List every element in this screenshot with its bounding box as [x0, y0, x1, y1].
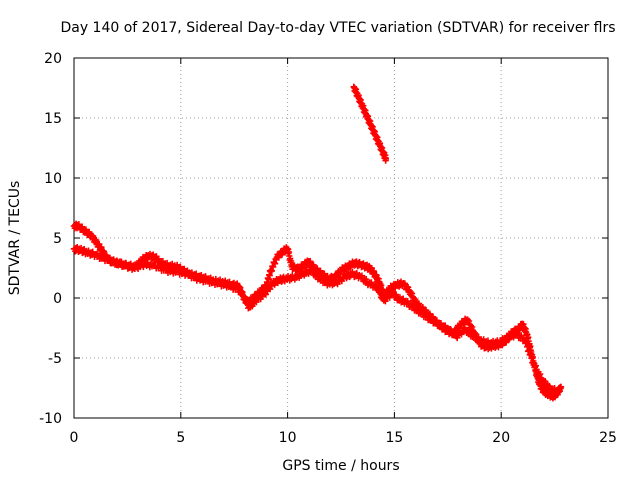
data-point-interp	[554, 389, 562, 396]
data-point-interp	[526, 351, 534, 358]
data-point-interp	[262, 291, 270, 298]
series-lower-band	[70, 244, 563, 397]
data-point-interp	[266, 285, 274, 293]
data-point-interp	[525, 347, 533, 354]
x-tick-label: 10	[279, 430, 297, 446]
data-point-interp	[527, 350, 534, 357]
data-point-interp	[536, 370, 544, 378]
data-point-interp	[522, 340, 529, 347]
data-point-interp	[243, 297, 250, 304]
data-point-interp	[239, 288, 246, 296]
chart-title: Day 140 of 2017, Sidereal Day-to-day VTE…	[60, 20, 615, 36]
x-tick-label: 25	[599, 430, 617, 446]
y-tick-label: -10	[39, 411, 62, 427]
x-axis-label: GPS time / hours	[282, 458, 399, 474]
x-tick-label: 0	[70, 430, 79, 446]
axis-ticks: 0 5 10 15 20 25 -10 -5 0 5 10 15 20	[39, 51, 617, 446]
y-axis-label: SDTVAR / TECUs	[7, 181, 23, 296]
data-point-interp	[313, 270, 320, 277]
y-tick-label: 10	[44, 171, 62, 187]
x-tick-label: 20	[492, 430, 510, 446]
y-tick-label: 0	[53, 291, 62, 307]
series-isolated-segment	[350, 83, 390, 164]
data-point-interp	[532, 362, 540, 369]
y-tick-label: -5	[48, 351, 62, 367]
data-point	[555, 388, 563, 395]
data-point-interp	[542, 378, 549, 385]
data-point-interp	[524, 343, 531, 351]
data-point	[382, 155, 390, 162]
data-point-interp	[308, 265, 316, 273]
data-point-interp	[546, 382, 553, 390]
data-point	[557, 383, 565, 390]
y-tick-label: 5	[53, 231, 62, 247]
grid	[74, 58, 608, 418]
y-tick-label: 15	[44, 111, 62, 127]
x-tick-label: 15	[385, 430, 403, 446]
series-main-trace	[70, 220, 565, 402]
x-tick-label: 5	[176, 430, 185, 446]
data-point-interp	[523, 339, 530, 346]
data-point-interp	[528, 355, 535, 362]
data-points	[70, 83, 565, 402]
y-tick-label: 20	[44, 51, 62, 67]
